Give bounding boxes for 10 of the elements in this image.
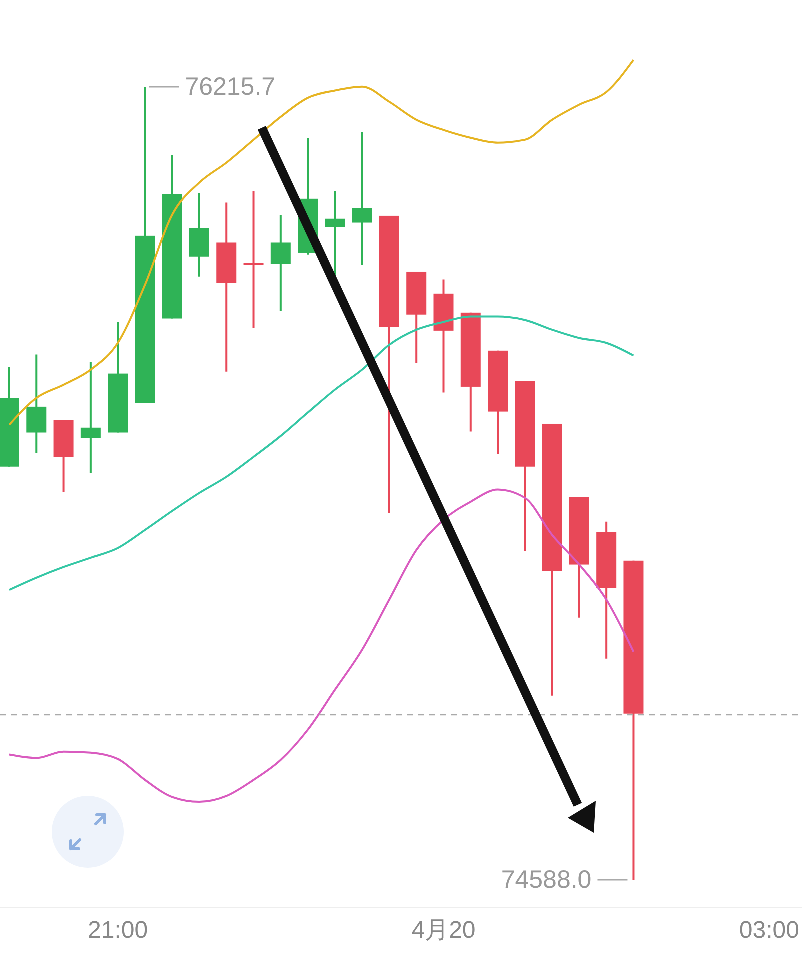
candlestick (80, 361, 101, 474)
candlestick (244, 190, 264, 330)
x-tick-label: 21:00 (88, 917, 148, 944)
candlestick (352, 131, 372, 266)
x-tick-label: 03:00 (739, 917, 800, 944)
annotation: 74588.0 (501, 866, 592, 894)
candlestick (270, 214, 291, 312)
x-tick-label: 4月20 (412, 917, 476, 944)
candlestick (325, 190, 346, 278)
annotation: 76215.7 (185, 73, 276, 101)
